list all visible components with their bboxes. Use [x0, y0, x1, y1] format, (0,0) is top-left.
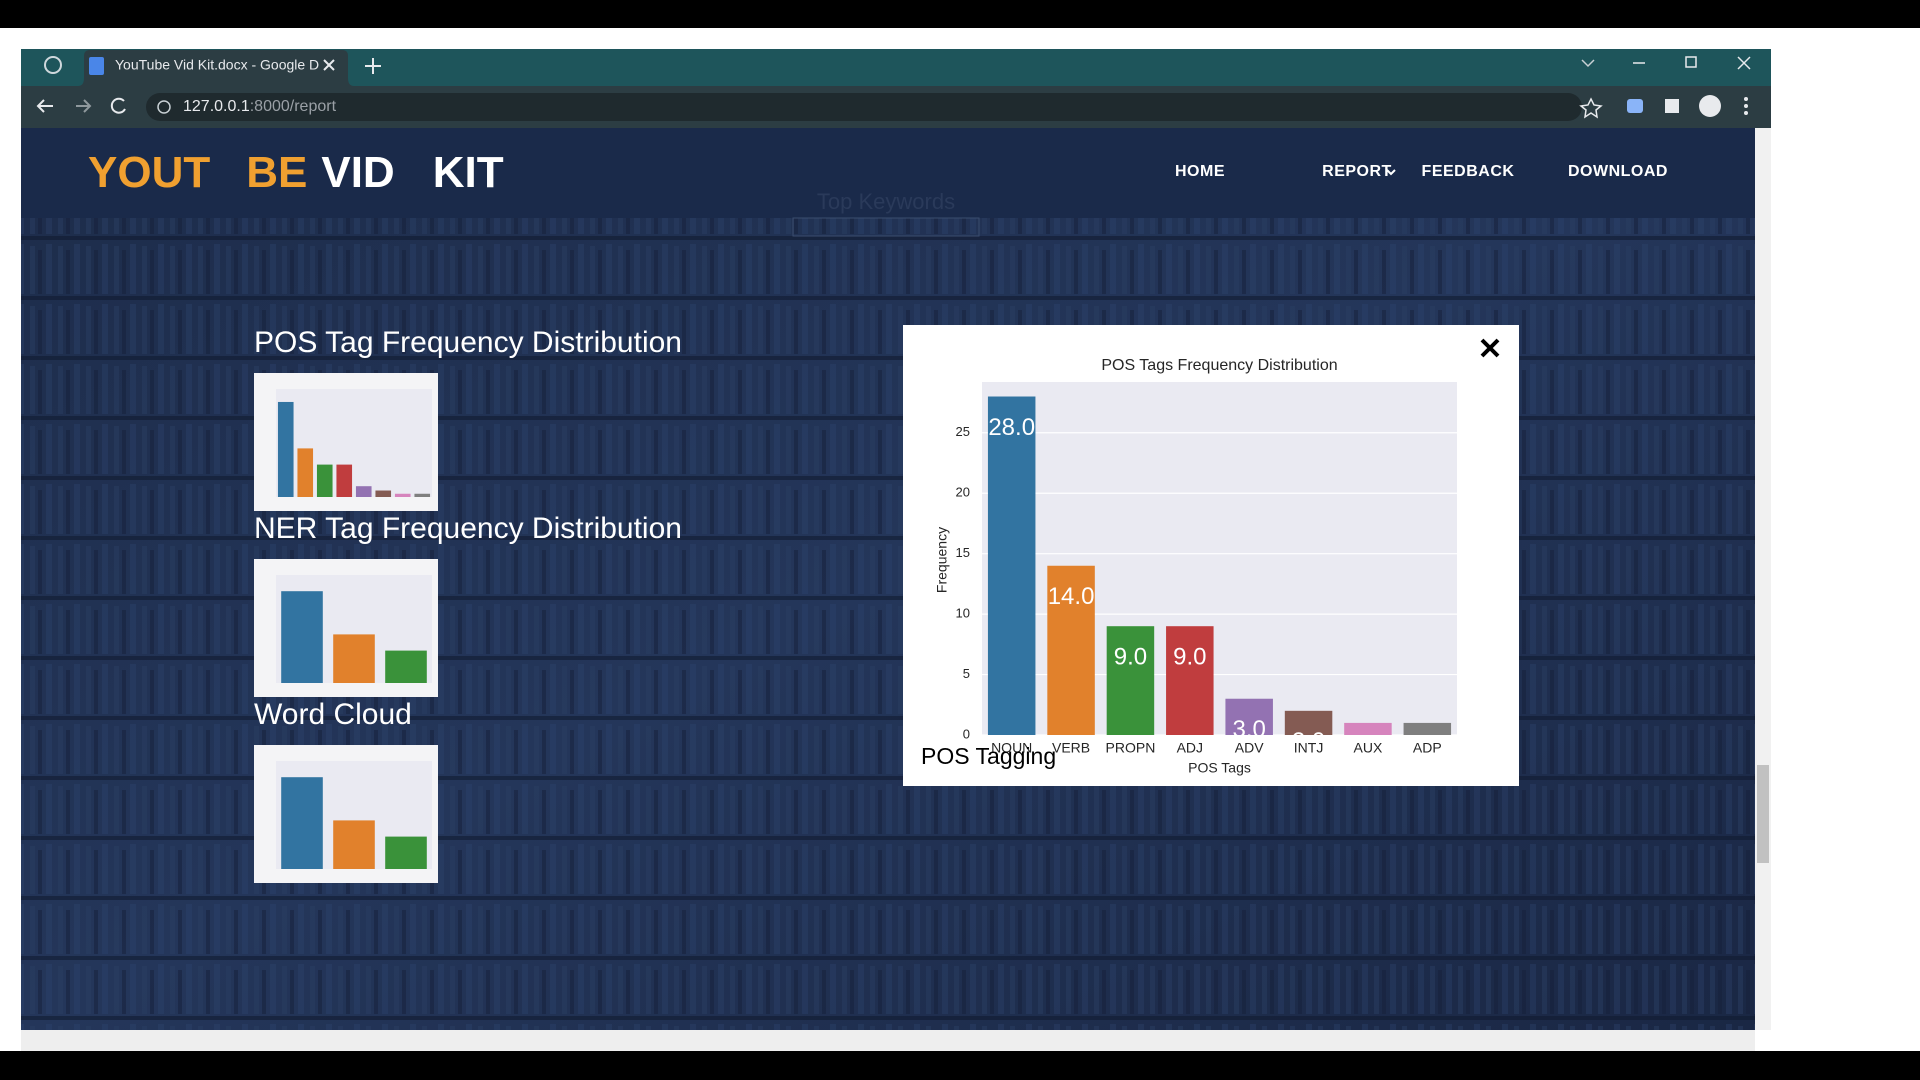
thumbnail-bar [281, 777, 323, 869]
thumbnail-bar [281, 591, 323, 683]
thumbnail-bar [355, 486, 372, 497]
nav-link[interactable]: REPORT [1322, 163, 1392, 180]
nav-link[interactable]: DOWNLOAD [1568, 163, 1668, 180]
bar [1106, 626, 1155, 735]
restore[interactable] [1685, 56, 1697, 68]
thumbnail-bar [336, 464, 353, 497]
thumbnail-bar [385, 836, 427, 869]
nav-link[interactable]: FEEDBACK [1422, 163, 1515, 180]
keywords-button [792, 217, 980, 237]
url-host: 127.0.0.1 [183, 98, 250, 115]
bars: 28.014.09.09.03.02.01.01.0 [987, 396, 1452, 755]
nav-link[interactable]: HOME [1175, 163, 1225, 180]
url-path: :8000/report [250, 98, 337, 115]
bottom-band [0, 1051, 1920, 1080]
x-tick-label: INTJ [1294, 740, 1324, 756]
scrollbar [1755, 128, 1771, 1030]
bar [1047, 565, 1095, 735]
docs-icon [89, 57, 104, 75]
value-label: 28.0 [988, 414, 1035, 441]
thumbnail-bar [414, 493, 431, 497]
x-axis-label: POS Tags [1188, 760, 1251, 776]
x-tick-label: ADJ [1177, 740, 1203, 756]
y-tick-label: 20 [956, 485, 970, 500]
x-tick-label: VERB [1052, 740, 1090, 756]
logo-part: YOUT [88, 148, 210, 197]
profile[interactable] [1699, 95, 1721, 117]
modal-caption: POS Tagging [921, 743, 1056, 769]
y-axis-label: Frequency [934, 527, 950, 593]
section-title: NER Tag Frequency Distribution [254, 512, 682, 545]
tab-search[interactable] [1581, 59, 1595, 68]
url: 127.0.0.1:8000/report [183, 98, 337, 115]
thumbnail-bar [277, 401, 294, 497]
tab-close[interactable] [323, 59, 335, 71]
section-title: POS Tag Frequency Distribution [254, 326, 682, 359]
y-tick-label: 10 [956, 606, 970, 621]
y-tick-label: 5 [963, 666, 970, 681]
forward[interactable] [76, 99, 92, 113]
logo[interactable]: YOUT BE VID KIT [88, 148, 504, 197]
x-tick-label: NOUN [991, 740, 1032, 756]
info-icon [157, 100, 171, 114]
logo-part: VID [321, 148, 394, 197]
value-label: 2.0 [1292, 728, 1325, 755]
x-tick-label: PROPN [1106, 740, 1156, 756]
bar [1284, 710, 1333, 735]
back[interactable] [36, 99, 53, 113]
top-band [0, 0, 1920, 28]
logo-part: BE [246, 148, 307, 197]
bar [1225, 698, 1273, 735]
bookmark[interactable] [1579, 97, 1603, 119]
modal-close[interactable] [1480, 338, 1500, 358]
thumbnail-bar [297, 448, 314, 497]
reload[interactable] [110, 97, 126, 114]
site-header [21, 128, 1755, 218]
sections: POS Tag Frequency Distribution NER Tag Fr… [254, 326, 682, 883]
active-tab[interactable] [78, 50, 354, 86]
globe-icon [44, 56, 62, 74]
dropdown-caret [1386, 169, 1396, 176]
nav: HOME REPORT FEEDBACK DOWNLOAD [1175, 163, 1668, 180]
tab-title: YouTube Vid Kit.docx - Google D [115, 57, 319, 73]
x-tick-label: ADP [1413, 740, 1442, 756]
logo-part: KIT [433, 148, 504, 197]
scroll-thumb[interactable] [1757, 765, 1769, 863]
bar [1166, 626, 1214, 735]
y-tick-label: 0 [963, 726, 970, 741]
section-title: Word Cloud [254, 698, 412, 731]
thumbnail-bar [333, 820, 375, 869]
bar [987, 396, 1036, 735]
page-footer-strip [21, 1030, 1755, 1051]
omnibox[interactable] [146, 93, 1582, 121]
x-tick-label: AUX [1354, 740, 1383, 756]
value-label: 9.0 [1173, 644, 1206, 671]
thumbnail-bar [375, 490, 392, 497]
extension-1[interactable] [1627, 99, 1643, 113]
extensions[interactable] [1665, 99, 1679, 113]
bar [1403, 722, 1452, 735]
chart-title: POS Tags Frequency Distribution [1101, 357, 1337, 374]
value-label: 9.0 [1114, 644, 1147, 671]
x-tick-label: ADV [1235, 740, 1264, 756]
y-tick-label: 25 [956, 424, 970, 439]
thumbnail-bar [316, 464, 333, 497]
y-tick-label: 15 [956, 545, 970, 560]
new-tab[interactable] [365, 58, 381, 74]
thumbnail-bar [385, 650, 427, 683]
background-text: Top Keywords [817, 189, 955, 214]
value-label: 14.0 [1048, 583, 1095, 610]
thumbnail-bar [394, 493, 411, 497]
thumbnail-bar [333, 634, 375, 683]
chart: POS Tags Frequency Distribution POS Tags F… [934, 357, 1457, 776]
menu[interactable] [1744, 97, 1748, 115]
bar [1344, 722, 1392, 735]
value-label: 3.0 [1233, 716, 1266, 743]
close-window[interactable] [1737, 56, 1751, 70]
